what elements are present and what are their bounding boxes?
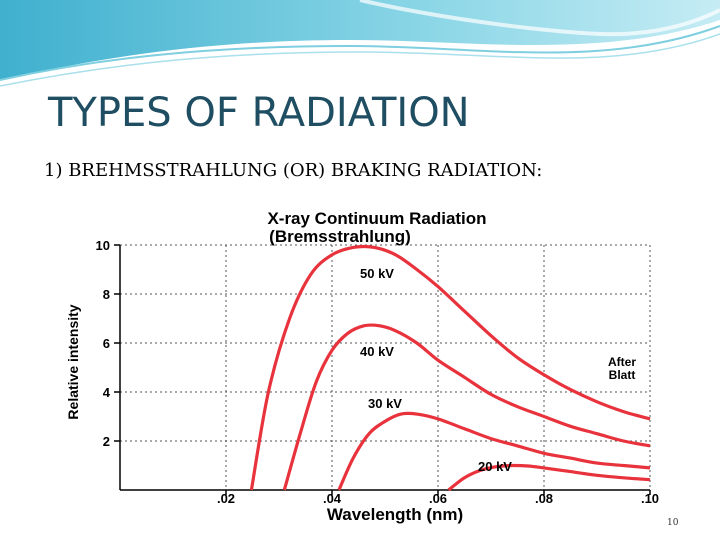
series-label-30kv: 30 kV <box>368 396 402 411</box>
chart-title: X-ray Continuum Radiation <box>267 209 486 228</box>
y-tick-label: 4 <box>103 385 111 400</box>
series-line-40kv <box>282 323 651 491</box>
y-axis-title: Relative intensity <box>65 304 81 419</box>
slide-subtitle: 1) BREHMSSTRAHLUNG (OR) BRAKING RADIATIO… <box>44 160 543 181</box>
series-label-20kv: 20 kV <box>478 459 512 474</box>
series-line-30kv <box>337 411 651 491</box>
x-tick-label: .02 <box>217 491 235 506</box>
annotation-line-1: After <box>608 355 636 369</box>
y-tick-labels: 2 4 6 8 10 <box>96 238 120 449</box>
y-tick-label: 2 <box>103 434 110 449</box>
y-tick-label: 10 <box>96 238 110 253</box>
y-tick-label: 8 <box>103 287 110 302</box>
annotation-line-2: Blatt <box>609 368 636 382</box>
x-axis-title: Wavelength (nm) <box>327 505 463 524</box>
bremsstrahlung-chart: X-ray Continuum Radiation (Bremsstrahlun… <box>65 209 659 524</box>
series-line-50kv <box>249 244 651 491</box>
decorative-banner <box>0 0 720 87</box>
series-line-20kv <box>447 463 651 492</box>
x-tick-label: .08 <box>535 491 553 506</box>
x-tick-labels: .02 .04 .06 .08 .10 <box>217 490 659 506</box>
x-tick-label: .06 <box>429 491 447 506</box>
series-label-40kv: 40 kV <box>360 344 394 359</box>
chart-subtitle: (Bremsstrahlung) <box>269 227 411 246</box>
slide-title: TYPES OF RADIATION <box>48 90 470 136</box>
series-labels: 50 kV 40 kV 30 kV 20 kV <box>360 266 512 474</box>
x-tick-label: .04 <box>323 491 342 506</box>
series-label-50kv: 50 kV <box>360 266 394 281</box>
y-tick-label: 6 <box>103 336 110 351</box>
slide-number: 10 <box>667 518 679 528</box>
grid <box>120 244 651 490</box>
x-tick-label: .10 <box>641 491 659 506</box>
series-curves <box>249 244 651 492</box>
